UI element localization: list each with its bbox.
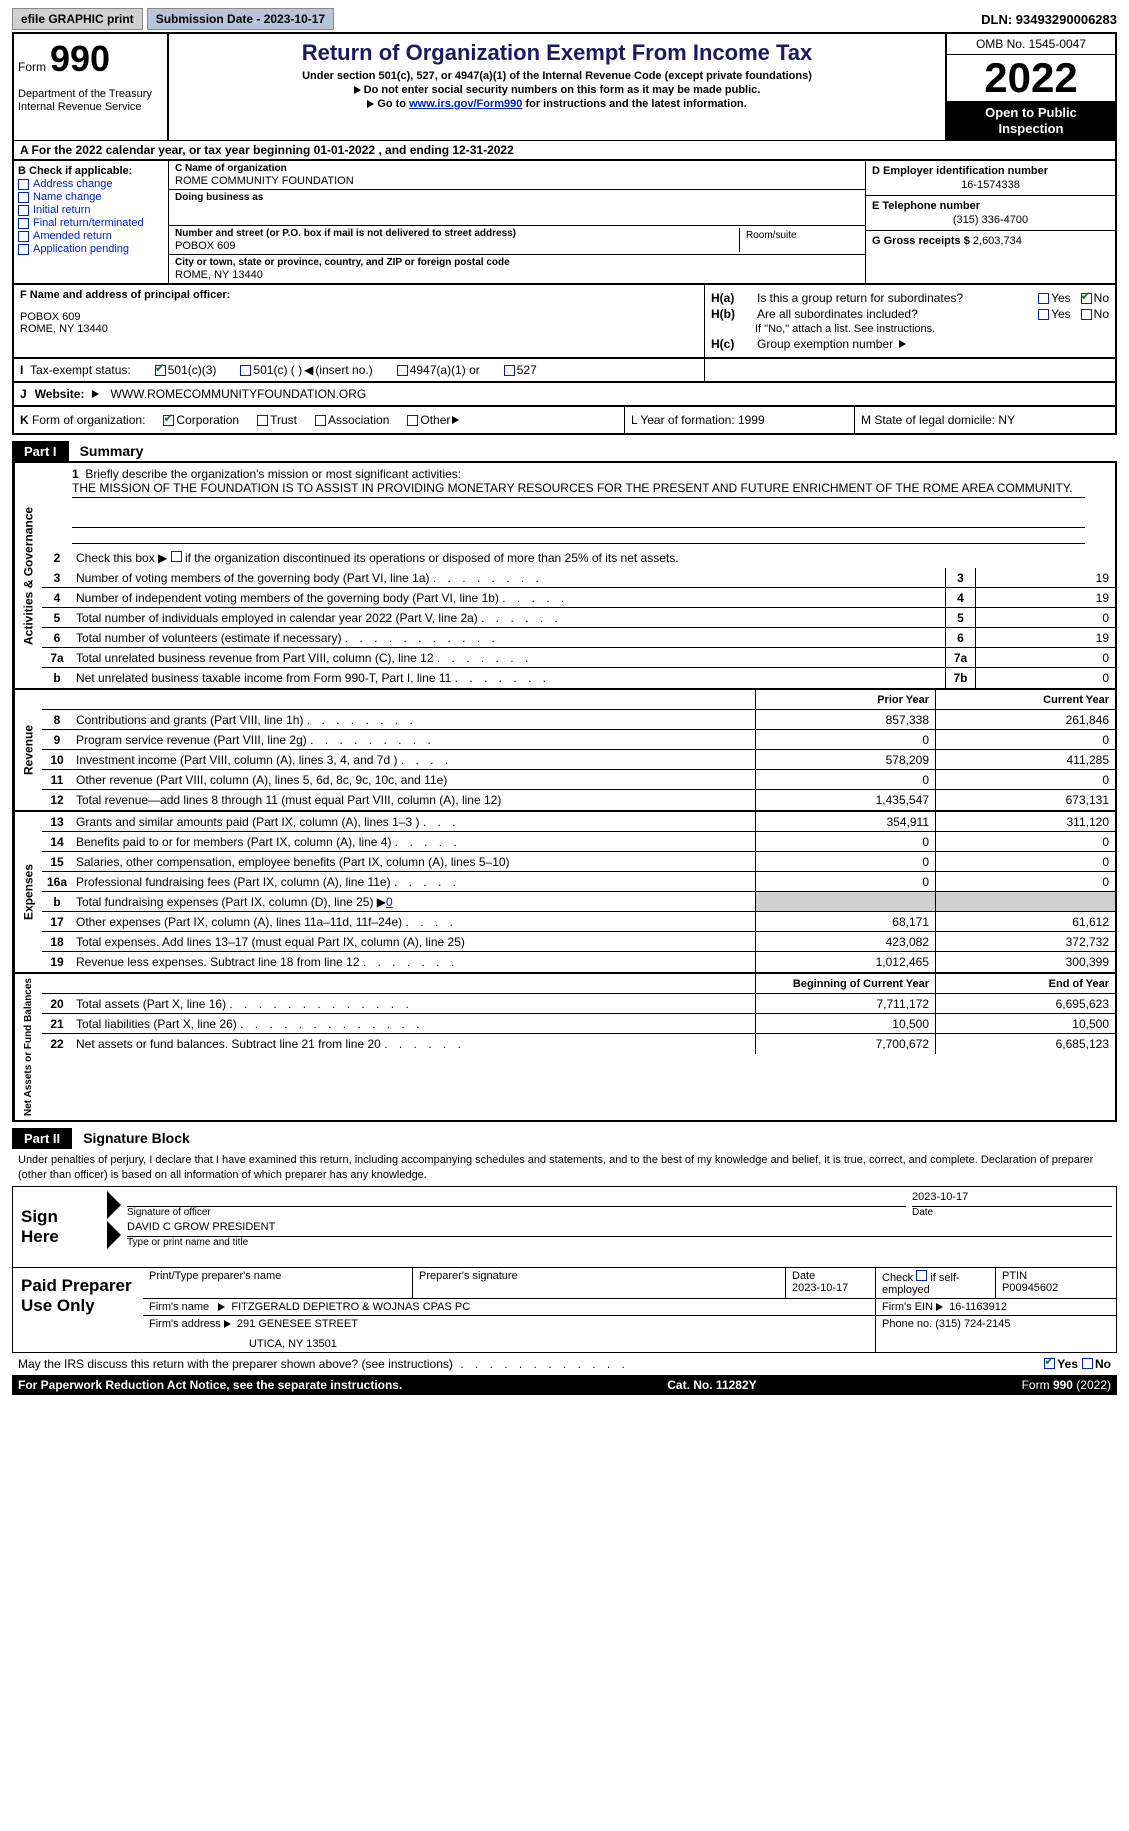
side-activities: Activities & Governance — [14, 463, 42, 688]
line-4-val: 19 — [975, 588, 1115, 607]
firm-name: FITZGERALD DEPIETRO & WOJNAS CPAS PC — [231, 1301, 470, 1313]
checkbox[interactable] — [18, 231, 29, 242]
top-bar: efile GRAPHIC print Submission Date - 20… — [12, 8, 1117, 30]
section-m: M State of legal domicile: NY — [855, 407, 1115, 433]
checkbox[interactable] — [407, 415, 418, 426]
dln: DLN: 93493290006283 — [981, 12, 1117, 27]
side-revenue: Revenue — [14, 690, 42, 810]
line-7b-val: 0 — [975, 668, 1115, 688]
side-expenses: Expenses — [14, 812, 42, 972]
checkbox[interactable] — [18, 179, 29, 190]
section-l: L Year of formation: 1999 — [625, 407, 855, 433]
mission-text: THE MISSION OF THE FOUNDATION IS TO ASSI… — [72, 481, 1085, 498]
checkbox[interactable] — [257, 415, 268, 426]
side-netassets: Net Assets or Fund Balances — [14, 974, 42, 1120]
checkbox[interactable] — [504, 365, 515, 376]
checkbox[interactable] — [18, 192, 29, 203]
sub3-post: for instructions and the latest informat… — [522, 98, 746, 110]
checkbox[interactable] — [18, 244, 29, 255]
signature-declaration: Under penalties of perjury, I declare th… — [12, 1149, 1117, 1186]
part-1-title: Summary — [80, 443, 144, 459]
sig-arrow-icon — [107, 1191, 121, 1219]
line-3-val: 19 — [975, 568, 1115, 587]
section-d: D Employer identification number 16-1574… — [865, 161, 1115, 283]
checkbox[interactable] — [1081, 309, 1092, 320]
checkbox[interactable] — [155, 365, 166, 376]
line-7a-val: 0 — [975, 648, 1115, 667]
line-5-val: 0 — [975, 608, 1115, 627]
section-i: I Tax-exempt status: 501(c)(3) 501(c) ( … — [14, 359, 705, 381]
part-2-title: Signature Block — [83, 1130, 190, 1146]
street-address: POBOX 609 — [175, 239, 739, 252]
dept-treasury: Department of the Treasury Internal Reve… — [18, 88, 163, 114]
subtitle-2: Do not enter social security numbers on … — [364, 84, 761, 96]
sig-arrow-icon — [107, 1221, 121, 1249]
omb-number: OMB No. 1545-0047 — [947, 34, 1115, 55]
arrow-icon — [354, 86, 361, 94]
subtitle-1: Under section 501(c), 527, or 4947(a)(1)… — [175, 70, 939, 82]
sub3-pre: Go to — [377, 98, 409, 110]
section-c: C Name of organization ROME COMMUNITY FO… — [169, 161, 865, 283]
checkbox[interactable] — [1038, 293, 1049, 304]
checkbox[interactable] — [1082, 1358, 1093, 1369]
section-h: H(a)Is this a group return for subordina… — [705, 285, 1115, 357]
arrow-icon — [218, 1303, 225, 1311]
arrow-icon — [92, 390, 99, 398]
form-header: Form 990 Department of the Treasury Inte… — [12, 32, 1117, 140]
checkbox[interactable] — [1038, 309, 1049, 320]
irs-link[interactable]: www.irs.gov/Form990 — [409, 98, 522, 110]
checkbox[interactable] — [171, 551, 182, 562]
efile-print-btn[interactable]: efile GRAPHIC print — [12, 8, 143, 30]
city-state-zip: ROME, NY 13440 — [175, 268, 859, 281]
part-1-header: Part I — [12, 441, 69, 462]
form-label: Form — [18, 60, 46, 74]
form-number: 990 — [50, 38, 110, 80]
submission-date: Submission Date - 2023-10-17 — [147, 8, 334, 30]
arrow-icon — [224, 1320, 231, 1328]
checkbox[interactable] — [315, 415, 326, 426]
preparer-box: Paid Preparer Use Only Print/Type prepar… — [12, 1268, 1117, 1353]
section-k: K Form of organization: Corporation Trus… — [14, 407, 625, 433]
part-2-header: Part II — [12, 1128, 72, 1149]
phone: (315) 336-4700 — [872, 212, 1109, 226]
checkbox[interactable] — [163, 415, 174, 426]
checkbox[interactable] — [240, 365, 251, 376]
checkbox[interactable] — [18, 218, 29, 229]
sign-here-box: Sign Here Signature of officer 2023-10-1… — [12, 1186, 1117, 1268]
open-public: Open to Public Inspection — [947, 101, 1115, 140]
section-f: F Name and address of principal officer:… — [14, 285, 705, 357]
line-6-val: 19 — [975, 628, 1115, 647]
checkbox[interactable] — [916, 1270, 927, 1281]
gross-receipts: 2,603,734 — [973, 235, 1022, 247]
checkbox[interactable] — [1044, 1358, 1055, 1369]
ein: 16-1574338 — [872, 177, 1109, 191]
arrow-icon — [367, 100, 374, 108]
org-name: ROME COMMUNITY FOUNDATION — [175, 174, 859, 187]
paperwork-notice: For Paperwork Reduction Act Notice, see … — [12, 1375, 1117, 1395]
tax-year: 2022 — [947, 55, 1115, 101]
checkbox[interactable] — [397, 365, 408, 376]
arrow-icon — [452, 416, 459, 424]
checkbox[interactable] — [18, 205, 29, 216]
officer-name: DAVID C GROW PRESIDENT — [127, 1221, 1112, 1237]
main-title: Return of Organization Exempt From Incom… — [175, 40, 939, 66]
section-j: J Website: WWW.ROMECOMMUNITYFOUNDATION.O… — [12, 381, 1117, 405]
arrow-icon — [899, 340, 906, 348]
section-b: B Check if applicable: Address change Na… — [14, 161, 169, 283]
website: WWW.ROMECOMMUNITYFOUNDATION.ORG — [110, 387, 366, 401]
line-a: A For the 2022 calendar year, or tax yea… — [12, 140, 1117, 159]
checkbox[interactable] — [1081, 293, 1092, 304]
discuss-line: May the IRS discuss this return with the… — [12, 1353, 1117, 1375]
sig-date: 2023-10-17 — [912, 1191, 1112, 1207]
arrow-icon — [936, 1303, 943, 1311]
